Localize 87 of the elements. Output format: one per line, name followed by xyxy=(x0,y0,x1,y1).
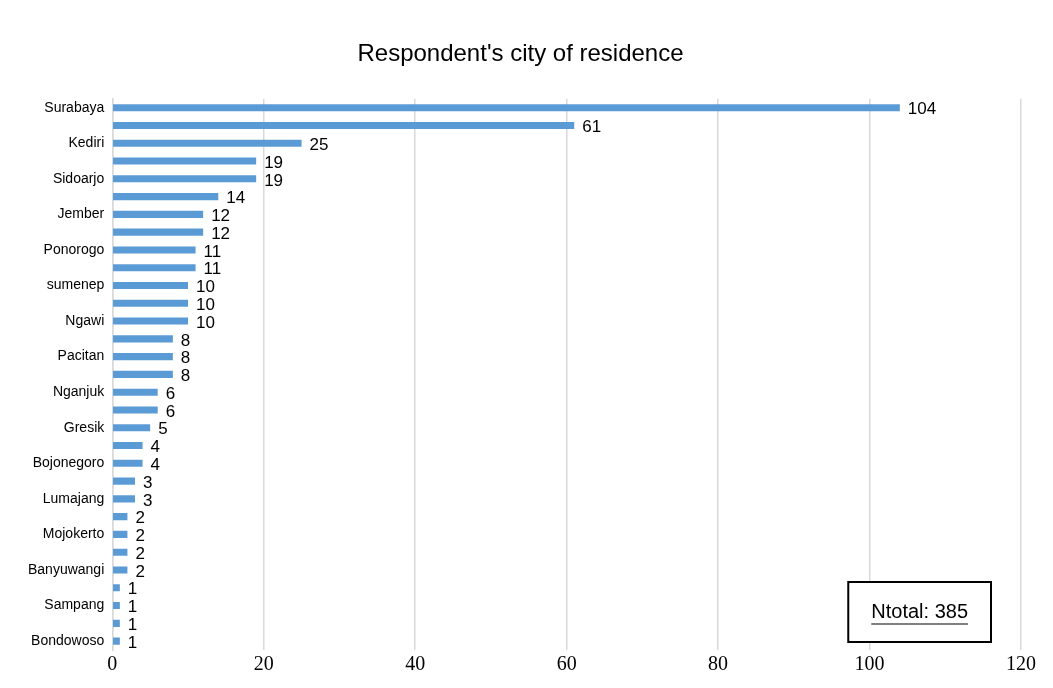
data-label: 19 xyxy=(264,170,284,190)
data-label: 4 xyxy=(150,437,161,457)
y-tick-label: Mojokerto xyxy=(42,525,105,542)
data-label: 2 xyxy=(135,543,145,563)
bar xyxy=(113,566,128,574)
x-tick-label: 120 xyxy=(1006,652,1036,675)
bar xyxy=(113,495,135,503)
bar xyxy=(113,264,196,272)
y-tick-label: Lumajang xyxy=(42,489,105,506)
data-label: 12 xyxy=(211,206,231,226)
y-tick-label: Surabaya xyxy=(44,98,105,115)
data-label: 3 xyxy=(142,490,153,510)
data-label: 14 xyxy=(226,188,246,208)
data-label: 2 xyxy=(135,526,145,546)
bar xyxy=(113,228,204,236)
bar xyxy=(113,246,196,254)
bar xyxy=(113,104,900,112)
y-tick-label: Ponorogo xyxy=(43,240,105,257)
bar xyxy=(113,175,257,183)
bar xyxy=(113,637,120,645)
y-tick-label: Nganjuk xyxy=(52,383,106,400)
data-label: 1 xyxy=(127,632,138,652)
bar xyxy=(113,619,120,627)
bar xyxy=(113,299,188,307)
bar xyxy=(113,121,575,130)
data-label: 25 xyxy=(309,134,329,154)
bar xyxy=(113,388,158,396)
bar xyxy=(113,193,219,201)
bar xyxy=(113,513,128,521)
data-label: 10 xyxy=(196,312,215,332)
bar xyxy=(113,335,173,343)
bar xyxy=(113,601,120,610)
y-tick-label: Jember xyxy=(57,205,105,222)
data-label: 61 xyxy=(582,117,602,137)
data-label: 6 xyxy=(165,401,176,421)
data-label: 6 xyxy=(165,383,176,403)
x-tick-label: 80 xyxy=(708,652,729,675)
bar xyxy=(113,353,173,361)
data-label: 12 xyxy=(211,223,231,243)
data-label: 1 xyxy=(127,579,138,599)
y-tick-label: Gresik xyxy=(63,418,106,435)
data-label: 4 xyxy=(150,454,161,474)
bar xyxy=(113,370,173,378)
data-label: 11 xyxy=(203,259,222,279)
data-label: 1 xyxy=(127,615,138,635)
bar xyxy=(113,139,302,147)
data-label: 104 xyxy=(907,99,937,119)
data-label: 2 xyxy=(135,508,145,528)
y-tick-label: Ngawi xyxy=(65,311,105,328)
x-tick-label: 40 xyxy=(405,652,426,675)
y-tick-label: Bojonegoro xyxy=(32,454,105,471)
bar xyxy=(113,548,128,556)
y-tick-label: Sampang xyxy=(44,596,105,613)
annotation: Ntotal: 385 xyxy=(871,599,969,622)
x-tick-label: 0 xyxy=(107,652,118,675)
data-label: 3 xyxy=(142,472,153,492)
bar xyxy=(113,424,151,432)
bar xyxy=(113,441,143,450)
bar xyxy=(113,459,143,467)
data-label: 2 xyxy=(135,561,145,581)
bar xyxy=(113,281,188,290)
bar xyxy=(113,317,188,325)
data-label: 19 xyxy=(264,152,284,172)
data-label: 8 xyxy=(180,330,191,350)
data-label: 5 xyxy=(158,419,168,439)
data-label: 8 xyxy=(180,366,191,386)
data-label: 11 xyxy=(203,241,222,261)
bar xyxy=(113,477,135,485)
y-tick-label: Banyuwangi xyxy=(27,560,105,577)
bar xyxy=(113,157,257,165)
y-tick-label: Pacitan xyxy=(57,347,105,364)
x-tick-label: 100 xyxy=(854,652,885,675)
bar xyxy=(113,210,204,218)
data-label: 8 xyxy=(180,348,191,368)
data-label: 1 xyxy=(127,597,138,617)
x-tick-label: 60 xyxy=(556,652,577,675)
data-label: 10 xyxy=(196,277,215,297)
bar xyxy=(113,530,128,538)
data-label: 10 xyxy=(196,294,215,314)
y-tick-label: Sidoarjo xyxy=(52,169,105,186)
bar xyxy=(113,584,120,592)
bar xyxy=(113,406,158,414)
x-tick-label: 20 xyxy=(253,652,274,675)
y-tick-label: Bondowoso xyxy=(31,631,105,648)
y-tick-label: sumenep xyxy=(46,276,105,293)
chart-title: Respondent's city of residence xyxy=(357,39,684,67)
y-tick-label: Kediri xyxy=(68,134,105,151)
